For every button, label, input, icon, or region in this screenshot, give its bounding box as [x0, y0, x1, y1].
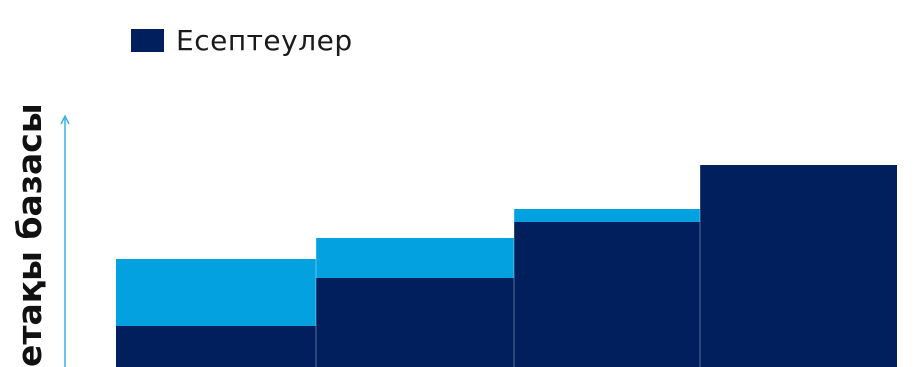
axis-layer [60, 114, 70, 367]
bar-3-series-1 [514, 222, 700, 367]
bar-1-series-1 [116, 326, 316, 367]
bars-layer [116, 160, 897, 367]
bar-3-series-2 [514, 209, 700, 222]
legend-swatch-есептеулер [131, 28, 164, 52]
bar-2-series-1 [316, 278, 514, 367]
bar-1-series-2 [116, 259, 316, 326]
bar-4-series-1 [700, 165, 897, 367]
bar-2-series-2 [316, 238, 514, 278]
y-axis-arrow-icon [60, 114, 70, 125]
legend: Есептеулер [131, 22, 353, 58]
legend-label: Есептеулер [176, 23, 353, 57]
